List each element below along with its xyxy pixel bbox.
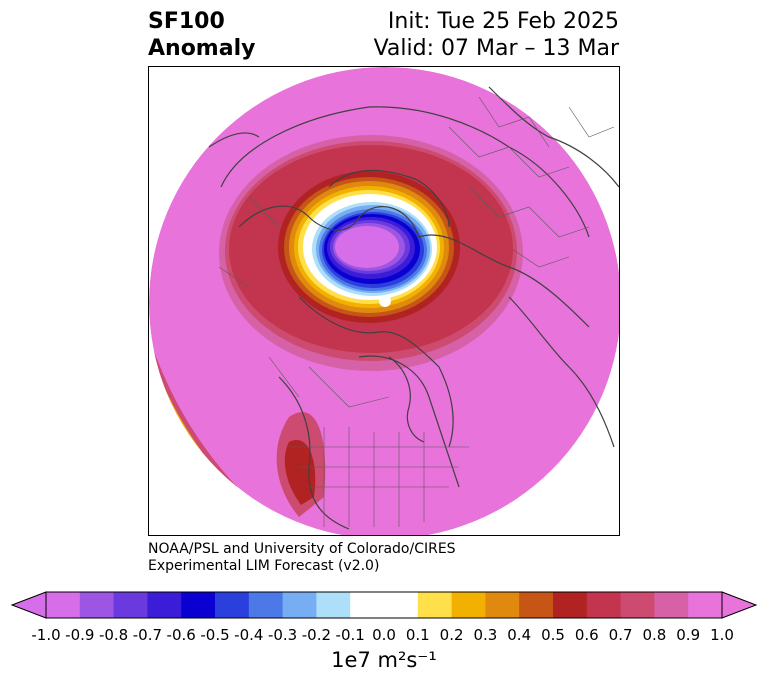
colorbar-cell xyxy=(113,592,148,618)
political-borders xyxy=(218,96,615,527)
colorbar-cell xyxy=(316,592,351,618)
colorbar-tick-label: -1.0 xyxy=(31,626,61,644)
colorbar-outline xyxy=(45,591,723,619)
colorbar-cell xyxy=(519,592,554,618)
colorbar-cell xyxy=(620,592,655,618)
colorbar-cell xyxy=(384,592,419,618)
field-layer xyxy=(149,67,619,535)
colorbar-tick-label: 0.8 xyxy=(642,626,667,644)
colorbar-cell xyxy=(654,592,689,618)
colorbar-cell xyxy=(688,592,723,618)
colorbar-cell xyxy=(282,592,317,618)
title-type: Anomaly xyxy=(148,36,256,61)
colorbar-tick-label: -0.8 xyxy=(98,626,129,644)
colorbar-tick-label: 0.9 xyxy=(676,626,701,644)
colorbar-cell xyxy=(181,592,216,618)
colorbar-cell xyxy=(586,592,622,618)
colorbar-tick-label: 0.7 xyxy=(608,626,633,644)
colorbar xyxy=(10,591,758,619)
vortex-core xyxy=(335,226,399,268)
valid-range: Valid: 07 Mar – 13 Mar xyxy=(373,36,619,61)
colorbar-tick-label: -0.3 xyxy=(267,626,298,644)
colorbar-cell xyxy=(417,592,453,618)
colorbar-tick-label: -0.9 xyxy=(65,626,95,644)
init-date: Init: Tue 25 Feb 2025 xyxy=(387,9,619,34)
credit-line-2: Experimental LIM Forecast (v2.0) xyxy=(148,558,380,574)
map-panel xyxy=(148,66,620,536)
colorbar-cell xyxy=(79,592,115,618)
colorbar-cell xyxy=(553,592,588,618)
colorbar-tick-label: -0.2 xyxy=(301,626,332,644)
colorbar-cell xyxy=(215,592,250,618)
coastal-lobe-inner xyxy=(284,440,316,505)
colorbar-tick-label: 0.4 xyxy=(507,626,532,644)
colorbar-tick-label: 0.6 xyxy=(574,626,599,644)
credit-text: NOAA/PSL and University of Colorado/CIRE… xyxy=(148,541,456,575)
colorbar-cells xyxy=(46,592,723,618)
colorbar-tick-label: 0.0 xyxy=(372,626,396,644)
colorbar-tick-label: 0.3 xyxy=(473,626,498,644)
colorbar-cell xyxy=(248,592,284,618)
colorbar-cell xyxy=(485,592,520,618)
colorbar-cell xyxy=(46,592,81,618)
colorbar-cell xyxy=(451,592,486,618)
colorbar-cell xyxy=(350,592,385,618)
map-title: SF100 Anomaly xyxy=(148,8,255,62)
colorbar-tick-labels: -1.0 -0.9 -0.8 -0.7 -0.6 -0.5 -0.4 -0.3 -0.2 -0.1… xyxy=(0,626,768,646)
colorbar-high-extend xyxy=(721,591,758,619)
colorbar-cell xyxy=(147,592,182,618)
colorbar-tick-label: -0.6 xyxy=(166,626,196,644)
colorbar-low-extend xyxy=(10,591,47,619)
credit-line-1: NOAA/PSL and University of Colorado/CIRE… xyxy=(148,541,456,557)
colorbar-tick-label: -0.7 xyxy=(132,626,163,644)
colorbar-units: 1e7 m²s⁻¹ xyxy=(331,648,437,672)
colorbar-tick-label: 0.5 xyxy=(541,626,565,644)
colorbar-tick-label: 0.2 xyxy=(439,626,464,644)
anomaly-map xyxy=(149,67,619,535)
colorbar-tick-label: 0.1 xyxy=(405,626,430,644)
title-variable: SF100 xyxy=(148,9,225,34)
colorbar-tick-label: -0.5 xyxy=(200,626,230,644)
colorbar-tick-label: -0.1 xyxy=(335,626,365,644)
colorbar-tick-label: 1.0 xyxy=(710,626,734,644)
colorbar-tick-label: -0.4 xyxy=(234,626,264,644)
pole-mask xyxy=(379,295,391,307)
forecast-dates: Init: Tue 25 Feb 2025 Valid: 07 Mar – 13… xyxy=(374,8,619,62)
